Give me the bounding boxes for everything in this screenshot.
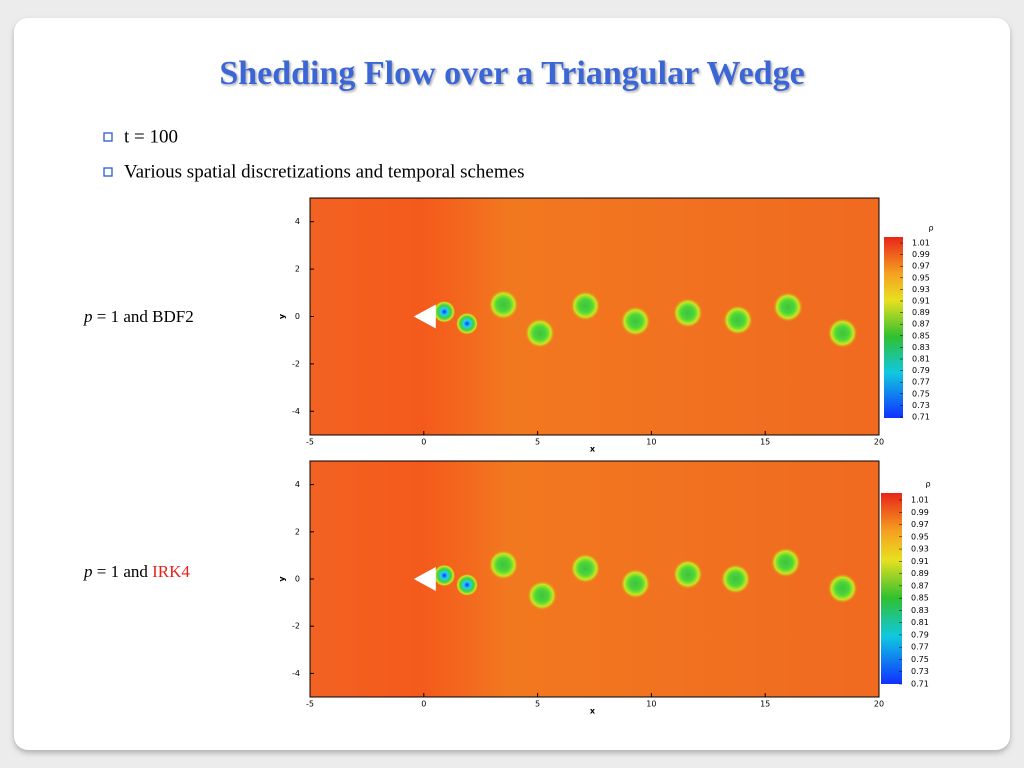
colorbar-tick-label: 0.77 bbox=[912, 378, 930, 387]
bullet: Various spatial discretizations and temp… bbox=[124, 161, 524, 182]
colorbar-tick-label: 0.87 bbox=[911, 581, 929, 590]
colorbar-tick-label: 0.77 bbox=[911, 643, 929, 652]
y-tick-label: 0 bbox=[295, 575, 300, 584]
x-tick-label: 5 bbox=[535, 700, 540, 709]
wedge bbox=[413, 567, 436, 591]
y-tick-label: 4 bbox=[295, 217, 300, 226]
y-tick-label: -4 bbox=[292, 407, 300, 416]
colorbar-tick-label: 1.01 bbox=[911, 496, 929, 505]
colorbar-tick-label: 0.71 bbox=[911, 680, 929, 689]
y-axis-label: y bbox=[278, 313, 287, 319]
x-tick-label: 10 bbox=[646, 438, 656, 447]
x-tick-label: 0 bbox=[421, 700, 426, 709]
panel-label-text: = 1 and bbox=[97, 307, 149, 326]
vortex bbox=[527, 580, 558, 611]
vortex bbox=[672, 297, 703, 328]
y-tick-label: -4 bbox=[292, 669, 300, 678]
colorbar-tick-label: 0.79 bbox=[912, 366, 930, 375]
panel-label-text: = 1 and bbox=[97, 562, 149, 581]
colorbar-tick-label: 0.75 bbox=[912, 389, 930, 398]
y-axis-label: y bbox=[278, 576, 287, 582]
vortex bbox=[433, 300, 456, 323]
colorbar-tick-label: 0.91 bbox=[911, 557, 929, 566]
vortex bbox=[620, 306, 651, 337]
colorbar-tick-label: 0.93 bbox=[912, 285, 930, 294]
vortex bbox=[570, 553, 601, 584]
colorbar-tick-label: 0.85 bbox=[911, 594, 929, 603]
vortex bbox=[827, 318, 858, 349]
colorbar-tick-label: 0.99 bbox=[911, 508, 929, 517]
colorbar bbox=[881, 493, 902, 684]
y-tick-label: 0 bbox=[295, 312, 300, 321]
x-tick-label: 10 bbox=[646, 700, 656, 709]
colorbar-tick-label: 1.01 bbox=[912, 239, 930, 248]
colorbar-tick-label: 0.85 bbox=[912, 331, 930, 340]
slide-title: Shedding Flow over a Triangular Wedge bbox=[219, 55, 804, 92]
x-tick-label: 20 bbox=[874, 700, 884, 709]
colorbar-tick-label: 0.81 bbox=[912, 355, 930, 364]
vortex bbox=[672, 559, 703, 590]
bullet: t = 100 bbox=[124, 126, 178, 147]
vortex bbox=[720, 564, 751, 594]
x-axis-label: x bbox=[590, 445, 596, 454]
bullet-icon bbox=[103, 167, 113, 177]
panel-label: p = 1 and IRK4 bbox=[83, 562, 190, 581]
colorbar-tick-label: 0.95 bbox=[911, 532, 929, 541]
colorbar-tick-label: 0.83 bbox=[911, 606, 929, 615]
panel-label-var: p bbox=[83, 562, 93, 581]
x-tick-label: 15 bbox=[760, 438, 770, 447]
x-tick-label: 5 bbox=[535, 438, 540, 447]
x-tick-label: 15 bbox=[760, 700, 770, 709]
vortex bbox=[570, 290, 601, 321]
colorbar-tick-label: 0.99 bbox=[912, 250, 930, 259]
panel-label-scheme: IRK4 bbox=[152, 562, 190, 581]
colorbar-tick-label: 0.73 bbox=[911, 667, 929, 676]
vortex bbox=[456, 312, 479, 335]
colorbar-tick-label: 0.87 bbox=[912, 320, 930, 329]
y-tick-label: -2 bbox=[292, 622, 300, 631]
vortex bbox=[524, 318, 555, 349]
vortex bbox=[770, 547, 801, 578]
panel-label-var: p bbox=[83, 307, 93, 326]
wedge bbox=[413, 304, 436, 329]
colorbar-tick-label: 0.97 bbox=[912, 262, 930, 271]
colorbar-tick-label: 0.75 bbox=[911, 655, 929, 664]
x-tick-label: 0 bbox=[421, 438, 426, 447]
y-tick-label: 2 bbox=[295, 527, 300, 536]
panel-label: p = 1 and BDF2 bbox=[83, 307, 194, 326]
colorbar-tick-label: 0.79 bbox=[911, 630, 929, 639]
y-tick-label: 2 bbox=[295, 265, 300, 274]
panel-label-scheme: BDF2 bbox=[152, 307, 194, 326]
x-axis-label: x bbox=[590, 707, 596, 716]
x-tick-label: 20 bbox=[874, 438, 884, 447]
colorbar-tick-label: 0.93 bbox=[911, 545, 929, 554]
vortex bbox=[488, 289, 519, 320]
colorbar-tick-label: 0.81 bbox=[911, 618, 929, 627]
colorbar bbox=[884, 237, 903, 418]
colorbar-tick-label: 0.97 bbox=[911, 520, 929, 529]
colorbar-tick-label: 0.89 bbox=[911, 569, 929, 578]
colorbar-tick-label: 0.83 bbox=[912, 343, 930, 352]
y-tick-label: -2 bbox=[292, 359, 300, 368]
colorbar-tick-label: 0.95 bbox=[912, 273, 930, 282]
colorbar-title: ρ bbox=[925, 480, 930, 489]
colorbar-title: ρ bbox=[928, 224, 933, 233]
colorbar-tick-label: 0.73 bbox=[912, 401, 930, 410]
vortex bbox=[620, 568, 651, 599]
x-tick-label: -5 bbox=[306, 700, 314, 709]
colorbar-tick-label: 0.91 bbox=[912, 297, 930, 306]
colorbar-tick-label: 0.71 bbox=[912, 413, 930, 422]
vortex bbox=[827, 573, 858, 604]
vortex bbox=[772, 292, 803, 323]
vortex bbox=[722, 305, 753, 336]
y-tick-label: 4 bbox=[295, 480, 300, 489]
bullet-icon bbox=[103, 132, 113, 142]
vortex bbox=[433, 564, 456, 587]
vortex bbox=[488, 549, 519, 580]
colorbar-tick-label: 0.89 bbox=[912, 308, 930, 317]
x-tick-label: -5 bbox=[306, 438, 314, 447]
vortex bbox=[456, 573, 479, 596]
